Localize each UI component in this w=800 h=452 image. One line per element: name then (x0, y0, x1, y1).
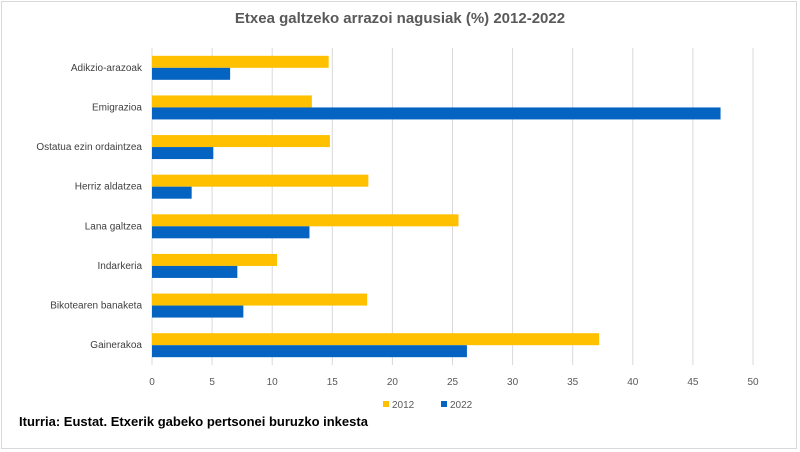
x-tick-label: 30 (507, 377, 519, 388)
x-tick-label: 5 (209, 377, 215, 388)
category-label: Bikotearen banaketa (50, 301, 142, 312)
x-tick-label: 45 (687, 377, 699, 388)
bar-2022 (152, 67, 231, 80)
bar-2012 (152, 333, 600, 346)
legend-swatch-2022 (441, 401, 447, 407)
category-label: Indarkeria (98, 261, 143, 272)
bar-2012 (152, 253, 278, 266)
bar-2022 (152, 186, 192, 199)
bar-2022 (152, 345, 467, 358)
x-tick-label: 0 (149, 377, 155, 388)
category-label: Gainerakoa (90, 340, 142, 351)
category-label: Ostatua ezin ordaintzea (36, 142, 142, 153)
category-label: Adikzio-arazoak (71, 63, 143, 74)
x-tick-label: 50 (747, 377, 759, 388)
x-tick-label: 40 (627, 377, 639, 388)
legend-swatch-2012 (383, 401, 389, 407)
bar-2022 (152, 107, 721, 120)
legend-label: 2022 (450, 400, 473, 411)
x-tick-label: 25 (447, 377, 459, 388)
x-tick-label: 20 (387, 377, 399, 388)
bar-2012 (152, 95, 312, 108)
bar-2022 (152, 265, 238, 278)
bar-2012 (152, 174, 369, 187)
bar-2022 (152, 147, 214, 160)
bar-2012 (152, 293, 368, 306)
chart-title: Etxea galtzeko arrazoi nagusiak (%) 2012… (234, 10, 566, 27)
category-label: Emigrazioa (92, 102, 142, 113)
source-note: Iturria: Eustat. Etxerik gabeko pertsone… (19, 414, 368, 429)
category-label: Herriz aldatzea (75, 182, 143, 193)
bar-2022 (152, 226, 310, 239)
legend-label: 2012 (392, 400, 415, 411)
x-tick-label: 35 (567, 377, 579, 388)
bar-2012 (152, 135, 330, 148)
x-tick-label: 10 (267, 377, 279, 388)
bar-2012 (152, 55, 329, 68)
bar-2022 (152, 305, 244, 318)
category-label: Lana galtzea (85, 221, 143, 232)
bar-2012 (152, 214, 459, 227)
x-tick-label: 15 (327, 377, 339, 388)
